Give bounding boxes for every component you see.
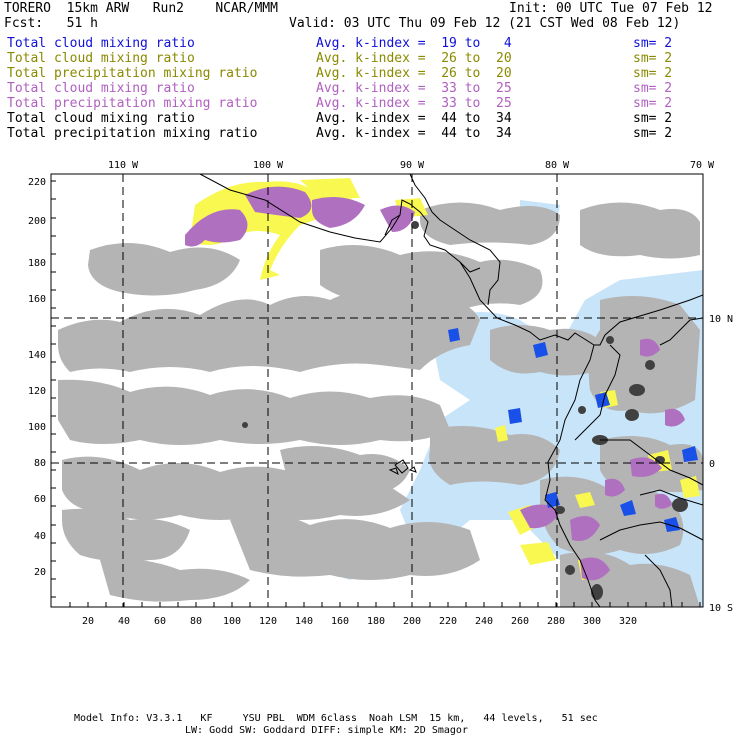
cloud-field [58, 178, 703, 607]
x-tick-120: 120 [259, 616, 277, 627]
x-tick-300: 300 [583, 616, 601, 627]
init-time: Init: 00 UTC Tue 07 Feb 12 [509, 1, 713, 16]
y-tick-160: 160 [28, 294, 46, 305]
x-tick-80: 80 [190, 616, 202, 627]
legend-range-6: Avg. k-index = 44 to 34 [316, 111, 512, 126]
y-tick-200: 200 [28, 216, 46, 227]
y-tick-80: 80 [34, 458, 46, 469]
lon-label-110w: 110 W [108, 160, 139, 171]
lon-label-100w: 100 W [253, 160, 284, 171]
x-tick-20: 20 [82, 616, 94, 627]
x-tick-140: 140 [295, 616, 313, 627]
y-tick-220: 220 [28, 177, 46, 188]
x-tick-160: 160 [331, 616, 349, 627]
model-title: TORERO 15km ARW Run2 NCAR/MMM [4, 1, 278, 16]
legend-field-3: Total precipitation mixing ratio [7, 66, 258, 81]
legend-field-6: Total cloud mixing ratio [7, 111, 195, 126]
x-tick-240: 240 [475, 616, 493, 627]
x-tick-220: 220 [439, 616, 457, 627]
valid-time: Valid: 03 UTC Thu 09 Feb 12 (21 CST Wed … [289, 16, 681, 31]
model-info-line-1: Model Info: V3.3.1 KF YSU PBL WDM 6class… [74, 713, 598, 724]
lat-label-10s: 10 S [709, 603, 733, 614]
map-frame [50, 173, 704, 608]
x-tick-180: 180 [367, 616, 385, 627]
x-tick-60: 60 [154, 616, 166, 627]
model-info-line-2: LW: Godd SW: Goddard DIFF: simple KM: 2D… [185, 725, 468, 736]
coastlines [199, 174, 703, 607]
legend-sm-4: sm= 2 [633, 81, 673, 96]
legend-range-2: Avg. k-index = 26 to 20 [316, 51, 512, 66]
legend-sm-5: sm= 2 [633, 96, 673, 111]
y-tick-140: 140 [28, 350, 46, 361]
x-tick-100: 100 [223, 616, 241, 627]
legend-field-7: Total precipitation mixing ratio [7, 126, 258, 141]
legend-field-2: Total cloud mixing ratio [7, 51, 195, 66]
y-tick-180: 180 [28, 258, 46, 269]
y-tick-100: 100 [28, 422, 46, 433]
legend-range-5: Avg. k-index = 33 to 25 [316, 96, 512, 111]
legend-range-1: Avg. k-index = 19 to 4 [316, 36, 512, 51]
legend-sm-1: sm= 2 [633, 36, 673, 51]
blue-cloud-layer [448, 328, 698, 532]
legend-field-4: Total cloud mixing ratio [7, 81, 195, 96]
tick-marks [51, 180, 701, 607]
forecast-hour: Fcst: 51 h [4, 16, 98, 31]
x-tick-280: 280 [547, 616, 565, 627]
legend-sm-3: sm= 2 [633, 66, 673, 81]
lat-label-10n: 10 N [709, 314, 733, 325]
y-tick-20: 20 [34, 567, 46, 578]
legend-sm-6: sm= 2 [633, 111, 673, 126]
legend-sm-2: sm= 2 [633, 51, 673, 66]
graticule [51, 174, 703, 607]
legend-field-5: Total precipitation mixing ratio [7, 96, 258, 111]
lon-label-80w: 80 W [545, 160, 570, 171]
legend-sm-7: sm= 2 [633, 126, 673, 141]
legend-field-1: Total cloud mixing ratio [7, 36, 195, 51]
lon-label-70w: 70 W [690, 160, 715, 171]
x-tick-320: 320 [619, 616, 637, 627]
y-tick-40: 40 [34, 531, 46, 542]
legend-range-7: Avg. k-index = 44 to 34 [316, 126, 512, 141]
y-tick-60: 60 [34, 494, 46, 505]
y-tick-120: 120 [28, 386, 46, 397]
x-tick-200: 200 [403, 616, 421, 627]
legend-range-4: Avg. k-index = 33 to 25 [316, 81, 512, 96]
x-tick-260: 260 [511, 616, 529, 627]
x-tick-40: 40 [118, 616, 130, 627]
gray-cloud-layer [58, 202, 703, 607]
lon-label-90w: 90 W [400, 160, 425, 171]
legend-range-3: Avg. k-index = 26 to 20 [316, 66, 512, 81]
lat-label-0: 0 [709, 459, 715, 470]
